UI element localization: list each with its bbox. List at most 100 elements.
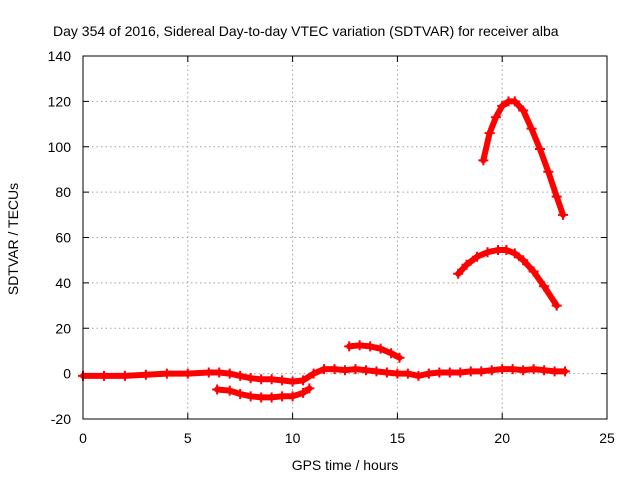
data-point <box>365 341 376 352</box>
y-tick-label: 120 <box>48 93 72 109</box>
data-point <box>277 375 288 386</box>
data-point <box>526 123 537 134</box>
y-axis-label: SDTVAR / TECUs <box>5 183 21 295</box>
y-tick-label: 0 <box>63 366 71 382</box>
data-point <box>490 112 501 123</box>
data-point <box>539 365 550 376</box>
data-point <box>235 389 246 400</box>
series-line <box>214 385 313 401</box>
data-point <box>472 251 483 262</box>
data-point <box>350 364 361 375</box>
data-point <box>354 340 365 351</box>
data-point <box>224 368 235 379</box>
x-tick-label: 20 <box>494 430 510 446</box>
y-tick-label: -20 <box>51 411 71 427</box>
data-point <box>453 268 464 279</box>
data-point <box>119 370 130 381</box>
x-tick-label: 0 <box>79 430 87 446</box>
data-point <box>423 368 434 379</box>
series-line <box>480 98 566 218</box>
data-point <box>344 341 355 352</box>
data-point <box>371 366 382 377</box>
data-point <box>235 370 246 381</box>
data-point <box>256 392 267 403</box>
data-point <box>266 374 277 385</box>
series-arc-low <box>212 383 315 403</box>
data-point <box>386 348 397 359</box>
series-arc-120 <box>478 96 568 220</box>
series-arc-baseline <box>78 364 571 387</box>
data-point <box>509 248 520 259</box>
series-line <box>455 247 560 309</box>
data-point <box>476 366 487 377</box>
data-point <box>394 352 405 363</box>
data-point <box>381 367 392 378</box>
data-point <box>478 155 489 166</box>
series-arc-55 <box>453 244 562 311</box>
data-point <box>465 366 476 377</box>
y-tick-label: 80 <box>55 184 71 200</box>
data-point <box>455 367 466 378</box>
x-tick-label: 10 <box>285 430 301 446</box>
data-point <box>501 244 512 255</box>
data-point <box>329 364 340 375</box>
data-point <box>549 366 560 377</box>
plot-frame <box>82 55 608 420</box>
data-point <box>507 364 518 375</box>
x-tick-labels: 0 5 10 15 20 25 <box>79 430 615 446</box>
data-point <box>497 100 508 111</box>
y-tick-label: 40 <box>55 275 71 291</box>
data-point <box>277 391 288 402</box>
data-point <box>560 366 571 377</box>
data-point <box>375 343 386 354</box>
data-point <box>486 365 497 376</box>
data-point <box>298 387 309 398</box>
data-point <box>484 128 495 139</box>
data-point <box>304 383 315 394</box>
data-point <box>493 244 504 255</box>
data-point <box>308 368 319 379</box>
data-point <box>98 370 109 381</box>
data-point <box>182 368 193 379</box>
data-point <box>482 247 493 258</box>
grid <box>83 56 607 419</box>
data-point <box>444 367 455 378</box>
data-point <box>509 96 520 107</box>
data-point <box>528 266 539 277</box>
data-point <box>287 391 298 402</box>
data-point <box>224 385 235 396</box>
y-tick-label: 140 <box>48 48 72 64</box>
data-point <box>360 365 371 376</box>
data-point <box>518 105 529 116</box>
data-point <box>551 191 562 202</box>
data-point <box>256 374 267 385</box>
x-axis-label: GPS time / hours <box>292 457 399 473</box>
data-point <box>161 368 172 379</box>
data-point <box>245 373 256 384</box>
chart-title: Day 354 of 2016, Sidereal Day-to-day VTE… <box>53 23 559 39</box>
data-point <box>402 368 413 379</box>
data-point <box>214 367 225 378</box>
data-point <box>518 255 529 266</box>
data-point <box>434 367 445 378</box>
data-point <box>319 364 330 375</box>
data-point <box>287 376 298 387</box>
data-point <box>557 209 568 220</box>
y-tick-label: 100 <box>48 139 72 155</box>
data-point <box>534 144 545 155</box>
x-tick-label: 5 <box>184 430 192 446</box>
data-point <box>140 369 151 380</box>
x-tick-label: 15 <box>390 430 406 446</box>
data-point <box>245 391 256 402</box>
data-point <box>461 259 472 270</box>
data-point <box>543 166 554 177</box>
data-point <box>518 365 529 376</box>
y-tick-label: 20 <box>55 320 71 336</box>
data-point <box>497 364 508 375</box>
series <box>78 96 571 403</box>
y-tick-labels: -20 0 20 40 60 80 100 120 140 <box>48 48 72 427</box>
data-point <box>528 364 539 375</box>
data-point <box>203 367 214 378</box>
data-point <box>340 365 350 376</box>
